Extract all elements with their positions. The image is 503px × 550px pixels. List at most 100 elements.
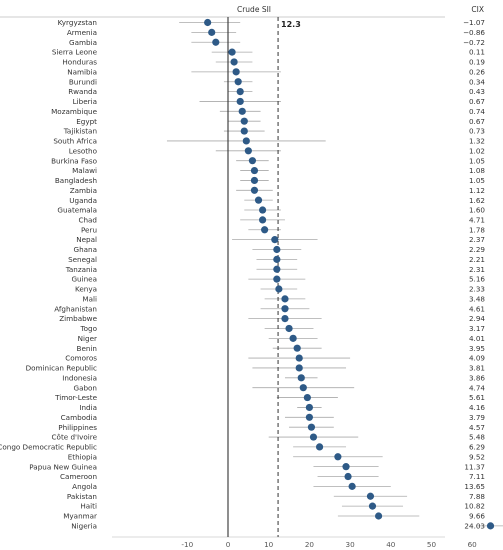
country-label-bangladesh: Bangladesh: [55, 176, 97, 185]
country-label-pakistan: Pakistan: [67, 492, 97, 501]
point-haiti: [368, 502, 377, 510]
country-label-tajikistan: Tajikistan: [63, 127, 97, 136]
country-label-mozambique: Mozambique: [51, 107, 97, 116]
cix-value-comoros: 4.09: [469, 354, 485, 363]
country-label-benin: Benin: [77, 344, 97, 353]
cix-value-gabon: 4.74: [469, 383, 485, 392]
country-label-ethiopia: Ethiopia: [68, 452, 97, 461]
point-togo: [285, 324, 293, 333]
point-dominican-republic: [295, 364, 303, 372]
cix-value-ghana: 2.29: [469, 245, 485, 254]
ci-layer: [166, 22, 503, 527]
cix-value-guinea: 5.16: [469, 275, 485, 284]
point-angola: [348, 482, 356, 490]
point-ghana: [273, 245, 281, 254]
cix-value-peru: 1.78: [469, 225, 485, 234]
cix-value-mali: 3.48: [469, 294, 485, 303]
point-afghanistan: [281, 305, 289, 313]
country-label-guinea: Guinea: [71, 275, 97, 284]
country-label-armenia: Armenia: [67, 28, 97, 37]
cix-value-rwanda: 0.43: [469, 87, 485, 96]
cix-value-tajikistan: 0.73: [469, 127, 485, 136]
cix-value-timor-leste: 5.61: [469, 393, 485, 402]
cix-value-niger: 4.01: [469, 334, 485, 343]
point-benin: [293, 344, 301, 352]
country-label-tanzania: Tanzania: [65, 265, 97, 274]
country-label-burkina-faso: Burkina Faso: [51, 156, 97, 165]
country-label-namibia: Namibia: [67, 67, 97, 76]
cix-value-burkina-faso: 1.05: [469, 156, 485, 165]
point-senegal: [273, 255, 281, 263]
point-lesotho: [244, 147, 252, 155]
cix-value-lesotho: 1.02: [469, 146, 485, 155]
cix-value-cambodia: 3.79: [469, 413, 485, 422]
cix-value-bangladesh: 1.05: [469, 176, 485, 185]
x-tick-label: 40: [386, 540, 396, 549]
country-label-zambia: Zambia: [70, 186, 97, 195]
cix-value-tanzania: 2.31: [469, 265, 485, 274]
point-zambia: [250, 186, 259, 194]
cix-value-angola: 13.65: [464, 482, 485, 491]
point-pakistan: [366, 492, 375, 500]
cix-header: CIX: [471, 5, 484, 14]
cix-value-togo: 3.17: [469, 324, 485, 333]
country-label-mali: Mali: [82, 294, 97, 303]
point-guatemala: [258, 206, 267, 214]
cix-value-egypt: 0.67: [469, 117, 485, 126]
country-label-rwanda: Rwanda: [68, 87, 97, 96]
cix-value-dominican-republic: 3.81: [469, 364, 485, 373]
x-tick-label: 30: [346, 540, 356, 549]
cix-value-kenya: 2.33: [469, 285, 485, 294]
country-label-gambia: Gambia: [69, 38, 97, 47]
cix-value-malawi: 1.08: [469, 166, 485, 175]
point-chad: [258, 216, 267, 224]
point-myanmar: [374, 512, 383, 520]
cix-value-afghanistan: 4.61: [469, 304, 485, 313]
point-gambia: [212, 38, 220, 46]
cix-value-sierra-leone: 0.11: [469, 48, 485, 57]
cix-value-armenia: −0.86: [463, 28, 485, 37]
country-label-south-africa: South Africa: [53, 137, 97, 146]
x-tick-label: 60: [468, 540, 478, 549]
country-label-congo-democratic-republic: Congo Democratic Republic: [0, 443, 97, 452]
cix-value-nepal: 2.37: [469, 235, 485, 244]
point-c-te-d-ivoire: [309, 433, 318, 441]
cix-value-kyrgyzstan: −1.07: [463, 18, 485, 27]
country-label-guatemala: Guatemala: [57, 206, 97, 215]
country-label-comoros: Comoros: [65, 354, 97, 363]
cix-value-burundi: 0.34: [469, 77, 485, 86]
point-sierra-leone: [228, 48, 236, 56]
cix-value-honduras: 0.19: [469, 58, 485, 67]
point-south-africa: [242, 137, 250, 145]
point-india: [305, 403, 313, 412]
x-ticks: -10010203040506070: [181, 540, 478, 549]
country-label-egypt: Egypt: [76, 117, 97, 126]
point-egypt: [240, 117, 248, 125]
point-armenia: [208, 28, 216, 36]
country-label-nigeria: Nigeria: [71, 521, 97, 530]
point-bangladesh: [250, 176, 259, 185]
country-label-angola: Angola: [72, 482, 97, 491]
country-label-indonesia: Indonesia: [62, 373, 97, 382]
country-label-gabon: Gabon: [74, 383, 98, 392]
country-label-timor-leste: Timor-Leste: [54, 393, 98, 402]
cix-value-nigeria: 24.03: [464, 521, 485, 530]
point-comoros: [295, 354, 303, 362]
x-tick-label: 0: [226, 540, 231, 549]
x-tick-label: 50: [427, 540, 437, 549]
point-zimbabwe: [281, 315, 289, 323]
point-congo-democratic-republic: [315, 443, 324, 451]
country-label-kyrgyzstan: Kyrgyzstan: [58, 18, 97, 27]
reference-line-label: 12.3: [281, 20, 301, 29]
point-timor-leste: [303, 393, 311, 402]
country-label-c-te-d-ivoire: Côte d'Ivoire: [52, 433, 98, 442]
country-label-chad: Chad: [78, 216, 97, 225]
cix-value-indonesia: 3.86: [469, 373, 485, 382]
point-ethiopia: [334, 453, 342, 461]
country-label-cambodia: Cambodia: [61, 413, 97, 422]
cix-value-myanmar: 9.66: [469, 512, 485, 521]
x-header: Crude SII: [237, 5, 271, 14]
country-label-senegal: Senegal: [68, 255, 97, 264]
x-tick-label: 10: [264, 540, 274, 549]
cix-value-liberia: 0.67: [469, 97, 485, 106]
